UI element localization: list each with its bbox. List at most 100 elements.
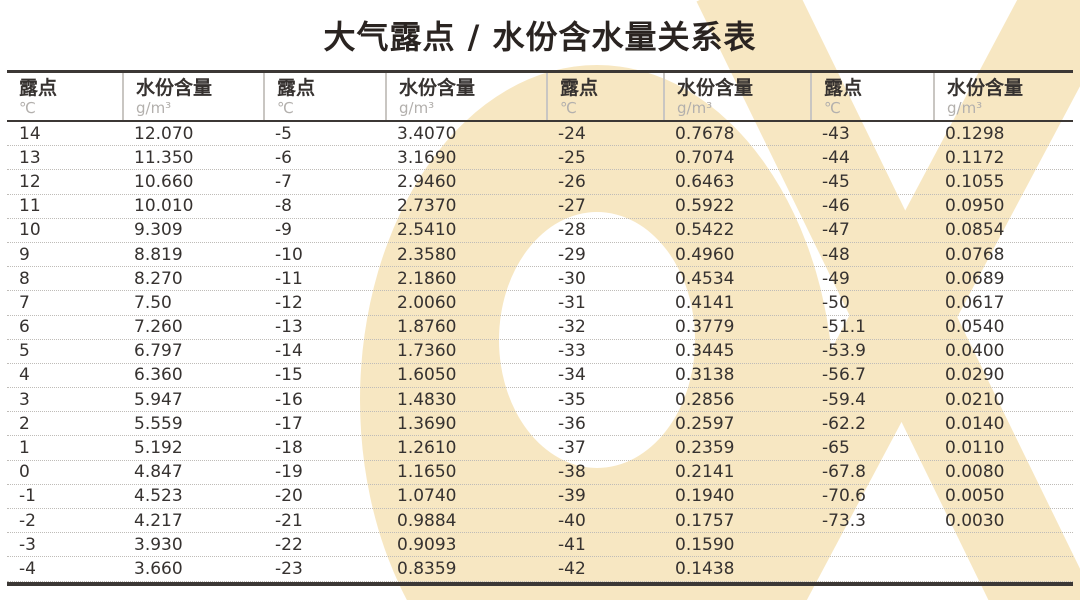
table-row: 12 10.660 -7 2.9460 -26 0.6463 -45 0.1055 — [7, 170, 1073, 195]
dew-point-cell: -37 — [558, 438, 586, 459]
dew-point-cell: -8 — [275, 196, 292, 217]
moisture-content-cell: 4.847 — [134, 462, 183, 483]
moisture-content-cell: 0.1298 — [945, 123, 1005, 144]
dew-point-header-label: 露点 — [824, 77, 863, 99]
moisture-content-cell: 3.4070 — [397, 123, 457, 144]
table-bottom-rule — [7, 581, 1073, 586]
moisture-content-cell: 0.0540 — [945, 317, 1005, 338]
moisture-content-cell: 8.819 — [134, 244, 183, 265]
moisture-content-cell: 1.7360 — [397, 341, 457, 362]
dew-point-cell: -44 — [822, 147, 850, 168]
dew-point-cell: -5 — [275, 123, 292, 144]
moisture-content-cell: 2.1860 — [397, 268, 457, 289]
dew-point-cell: -38 — [558, 462, 586, 483]
dew-point-cell: -16 — [275, 389, 303, 410]
moisture-content-cell: 1.6050 — [397, 365, 457, 386]
moisture-content-cell: 4.523 — [134, 486, 183, 507]
moisture-header-label: 水份含量 — [947, 77, 1024, 99]
moisture-content-cell: 4.217 — [134, 510, 183, 531]
moisture-content-cell: 1.2610 — [397, 438, 457, 459]
dew-point-cell: 14 — [19, 123, 41, 144]
moisture-content-cell: 0.0210 — [945, 389, 1005, 410]
moisture-content-cell: 6.360 — [134, 365, 183, 386]
moisture-content-cell: 0.2359 — [675, 438, 735, 459]
dew-point-cell: -25 — [558, 147, 586, 168]
dew-point-cell: -6 — [275, 147, 292, 168]
dew-point-header-label: 露点 — [19, 77, 58, 99]
moisture-content-cell: 0.4960 — [675, 244, 735, 265]
dew-point-cell: -35 — [558, 389, 586, 410]
moisture-content-cell: 0.1055 — [945, 171, 1005, 192]
moisture-content-cell: 0.6463 — [675, 171, 735, 192]
dew-point-header-unit: ℃ — [824, 99, 841, 117]
dew-point-header-label: 露点 — [277, 77, 316, 99]
header-moisture-2: 水份含量 g/m³ — [385, 73, 546, 120]
dew-point-cell: -4 — [19, 558, 36, 579]
moisture-content-cell: 1.1650 — [397, 462, 457, 483]
moisture-content-cell: 0.2597 — [675, 413, 735, 434]
dew-point-cell: -20 — [275, 486, 303, 507]
dew-point-cell: -10 — [275, 244, 303, 265]
table-row: 8 8.270 -11 2.1860 -30 0.4534 -49 0.0689 — [7, 267, 1073, 292]
moisture-content-cell: 11.350 — [134, 147, 194, 168]
moisture-header-unit: g/m³ — [136, 99, 172, 117]
moisture-content-cell: 1.4830 — [397, 389, 457, 410]
dew-point-cell: -33 — [558, 341, 586, 362]
dew-point-header-label: 露点 — [560, 77, 599, 99]
dew-point-cell: -11 — [275, 268, 303, 289]
moisture-content-cell: 3.660 — [134, 558, 183, 579]
dew-point-cell: -46 — [822, 196, 850, 217]
dew-point-cell: 10 — [19, 220, 41, 241]
moisture-content-cell: 0.0950 — [945, 196, 1005, 217]
page-title-wrap: 大气露点 / 水份含水量关系表 — [0, 0, 1080, 70]
dew-point-cell: -40 — [558, 510, 586, 531]
moisture-content-cell: 0.0050 — [945, 486, 1005, 507]
moisture-content-cell: 1.0740 — [397, 486, 457, 507]
dew-point-cell: -27 — [558, 196, 586, 217]
dew-point-cell: 4 — [19, 365, 30, 386]
table-row: 10 9.309 -9 2.5410 -28 0.5422 -47 0.0854 — [7, 219, 1073, 243]
table-row: 0 4.847 -19 1.1650 -38 0.2141 -67.8 0.0080 — [7, 461, 1073, 485]
moisture-content-cell: 0.0617 — [945, 292, 1005, 313]
dew-point-cell: 9 — [19, 244, 30, 265]
table-row: 14 12.070 -5 3.4070 -24 0.7678 -43 0.1298 — [7, 122, 1073, 147]
moisture-content-cell: 3.1690 — [397, 147, 457, 168]
moisture-header-label: 水份含量 — [677, 77, 754, 99]
dew-point-cell: 2 — [19, 413, 30, 434]
moisture-content-cell: 0.1757 — [675, 510, 735, 531]
moisture-content-cell: 0.9093 — [397, 534, 457, 555]
dew-point-cell: -65 — [822, 438, 850, 459]
dew-point-cell: -2 — [19, 510, 36, 531]
moisture-content-cell: 0.5422 — [675, 220, 735, 241]
moisture-content-cell: 0.4141 — [675, 292, 735, 313]
dew-point-cell: 12 — [19, 171, 41, 192]
table-row: 2 5.559 -17 1.3690 -36 0.2597 -62.2 0.0140 — [7, 412, 1073, 437]
table-row: 9 8.819 -10 2.3580 -29 0.4960 -48 0.0768 — [7, 243, 1073, 268]
dew-point-cell: -31 — [558, 292, 586, 313]
moisture-content-cell: 2.0060 — [397, 292, 457, 313]
moisture-content-cell: 0.1940 — [675, 486, 735, 507]
moisture-content-cell: 0.1590 — [675, 534, 735, 555]
moisture-content-cell: 5.559 — [134, 413, 183, 434]
dew-point-cell: -45 — [822, 171, 850, 192]
moisture-content-cell: 12.070 — [134, 123, 194, 144]
dew-point-cell: 8 — [19, 268, 30, 289]
table-row: -2 4.217 -21 0.9884 -40 0.1757 -73.3 0.0030 — [7, 509, 1073, 534]
dew-point-moisture-table: 露点 ℃ 水份含量 g/m³ 露点 ℃ 水份含量 g/m³ 露点 ℃ 水份含量 … — [7, 70, 1073, 586]
watermark-ring — [360, 65, 834, 600]
moisture-content-cell: 10.010 — [134, 196, 194, 217]
moisture-content-cell: 0.8359 — [397, 558, 457, 579]
dew-point-cell: -56.7 — [822, 365, 866, 386]
moisture-content-cell: 0.0080 — [945, 462, 1005, 483]
dew-point-cell: -17 — [275, 413, 303, 434]
dew-point-header-unit: ℃ — [560, 99, 577, 117]
dew-point-cell: -9 — [275, 220, 292, 241]
dew-point-cell: -39 — [558, 486, 586, 507]
moisture-header-label: 水份含量 — [136, 77, 213, 99]
dew-point-cell: -43 — [822, 123, 850, 144]
moisture-content-cell: 7.50 — [134, 292, 172, 313]
header-moisture-4: 水份含量 g/m³ — [933, 73, 1073, 120]
dew-point-cell: 1 — [19, 438, 30, 459]
dew-point-cell: 7 — [19, 292, 30, 313]
dew-point-cell: 6 — [19, 317, 30, 338]
